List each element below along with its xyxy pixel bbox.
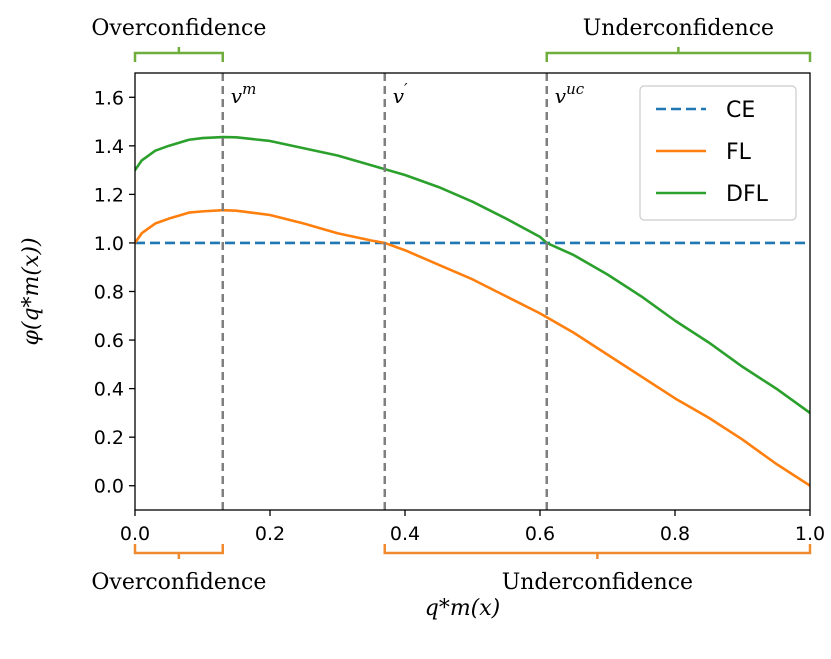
- x-tick-label-0: 0.0: [120, 523, 150, 545]
- x-tick-label-5: 1.0: [795, 523, 825, 545]
- x-axis-label: q*m(x): [425, 596, 501, 621]
- vline-label-sup-1: m: [242, 80, 256, 98]
- vline-label-3: vuc: [555, 80, 585, 108]
- y-tick-label-3: 0.6: [94, 330, 124, 352]
- y-tick-label-6: 1.2: [94, 184, 124, 206]
- chart-root: vm v′ vuc 0.0 0.2 0.4 0.6 0.8 1.0 0.0 0.2 0.4 0.6 0.8…: [19, 16, 825, 621]
- y-tick-label-1: 0.2: [94, 427, 124, 449]
- series-line-dfl: [135, 135, 810, 415]
- legend-label-fl: FL: [726, 140, 752, 165]
- top-bracket-1: [133, 47, 224, 62]
- legend: CE FL DFL: [639, 85, 797, 221]
- y-axis-label: φ(q*m(x)): [19, 237, 44, 345]
- vline-label-1: vm: [231, 80, 257, 108]
- vline-label-sup-3: uc: [566, 80, 585, 98]
- x-tick-label-2: 0.4: [390, 523, 420, 545]
- x-tick-label-3: 0.6: [525, 523, 555, 545]
- y-tick-label-8: 1.6: [94, 87, 124, 109]
- y-tick-label-2: 0.4: [94, 379, 124, 401]
- top-bracket-2: [545, 47, 812, 62]
- vline-label-sup-2: ′: [404, 80, 408, 98]
- legend-label-dfl: DFL: [726, 182, 769, 207]
- bottom-bracket-2: [383, 544, 812, 559]
- legend-box: [639, 85, 797, 221]
- y-tick-label-5: 1.0: [94, 233, 124, 255]
- y-tick-label-7: 1.4: [94, 136, 124, 158]
- series-line-fl: [135, 208, 810, 488]
- legend-label-ce: CE: [726, 98, 755, 123]
- bottom-annotation-1: Overconfidence: [91, 570, 266, 595]
- x-tick-label-4: 0.8: [660, 523, 690, 545]
- bottom-annotation-2: Underconfidence: [502, 570, 693, 595]
- series-group: [135, 135, 810, 488]
- x-tick-label-1: 0.2: [255, 523, 285, 545]
- top-annotation-2: Underconfidence: [583, 16, 774, 41]
- top-annotation-1: Overconfidence: [91, 16, 266, 41]
- vline-label-2: v′: [393, 80, 408, 108]
- y-tick-label-4: 0.8: [94, 282, 124, 304]
- y-tick-label-0: 0.0: [94, 476, 124, 498]
- bottom-bracket-1: [133, 544, 224, 559]
